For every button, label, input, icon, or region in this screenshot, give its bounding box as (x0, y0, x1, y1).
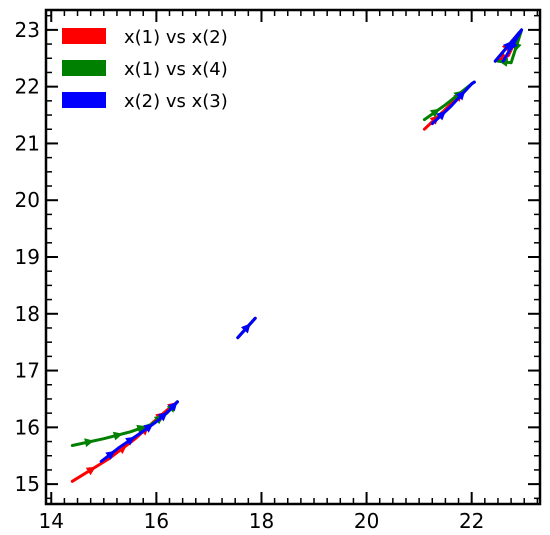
legend-label: x(1) vs x(2) (124, 27, 228, 48)
series-2-arrowhead (436, 111, 446, 121)
series-2-segment-2 (430, 80, 476, 126)
legend-label: x(2) vs x(3) (124, 91, 228, 112)
y-tick-label: 19 (15, 245, 40, 269)
legend: x(1) vs x(2) x(1) vs x(4) x(2) vs x(3) (62, 27, 228, 112)
x-tick-label: 16 (144, 509, 169, 533)
x-tick-label: 22 (459, 509, 484, 533)
series-2-arrowhead (125, 436, 136, 446)
plot-frame (44, 8, 542, 506)
series-1-arrowhead (112, 431, 123, 441)
y-tick-label: 22 (15, 75, 40, 99)
legend-swatch (62, 28, 106, 44)
series-1-arrowhead (429, 108, 440, 118)
series-2-arrowhead (157, 412, 168, 422)
legend-label: x(1) vs x(4) (124, 59, 228, 80)
series-1-segment-0 (70, 400, 179, 447)
x-tick-label: 14 (39, 509, 64, 533)
series-2-arrowhead (455, 90, 466, 101)
series-2-arrowhead (143, 423, 154, 433)
y-tick-label: 20 (15, 188, 40, 212)
series-2-arrowhead (168, 401, 178, 412)
y-tick-label: 16 (15, 415, 40, 439)
series-1-arrowhead (84, 438, 94, 448)
legend-swatch (62, 92, 106, 108)
axis-ticks: 14 16 18 20 22 15 16 17 18 19 20 21 22 23 (15, 10, 540, 533)
y-tick-label: 23 (15, 18, 40, 42)
x-tick-label: 18 (249, 509, 274, 533)
series-1-arrowhead (136, 424, 147, 434)
series-2-arrowhead (105, 450, 116, 460)
y-tick-label: 15 (15, 472, 40, 496)
y-tick-label: 21 (15, 131, 40, 155)
y-tick-label: 17 (15, 359, 40, 383)
series-2-arrowhead (509, 40, 518, 51)
chart-marks (70, 28, 524, 483)
series-2-segment-3 (493, 28, 524, 63)
x-tick-label: 20 (354, 509, 379, 533)
series-2-arrowhead (241, 323, 251, 334)
legend-swatch (62, 60, 106, 76)
y-tick-label: 18 (15, 302, 40, 326)
series-0-arrowhead (85, 466, 96, 476)
